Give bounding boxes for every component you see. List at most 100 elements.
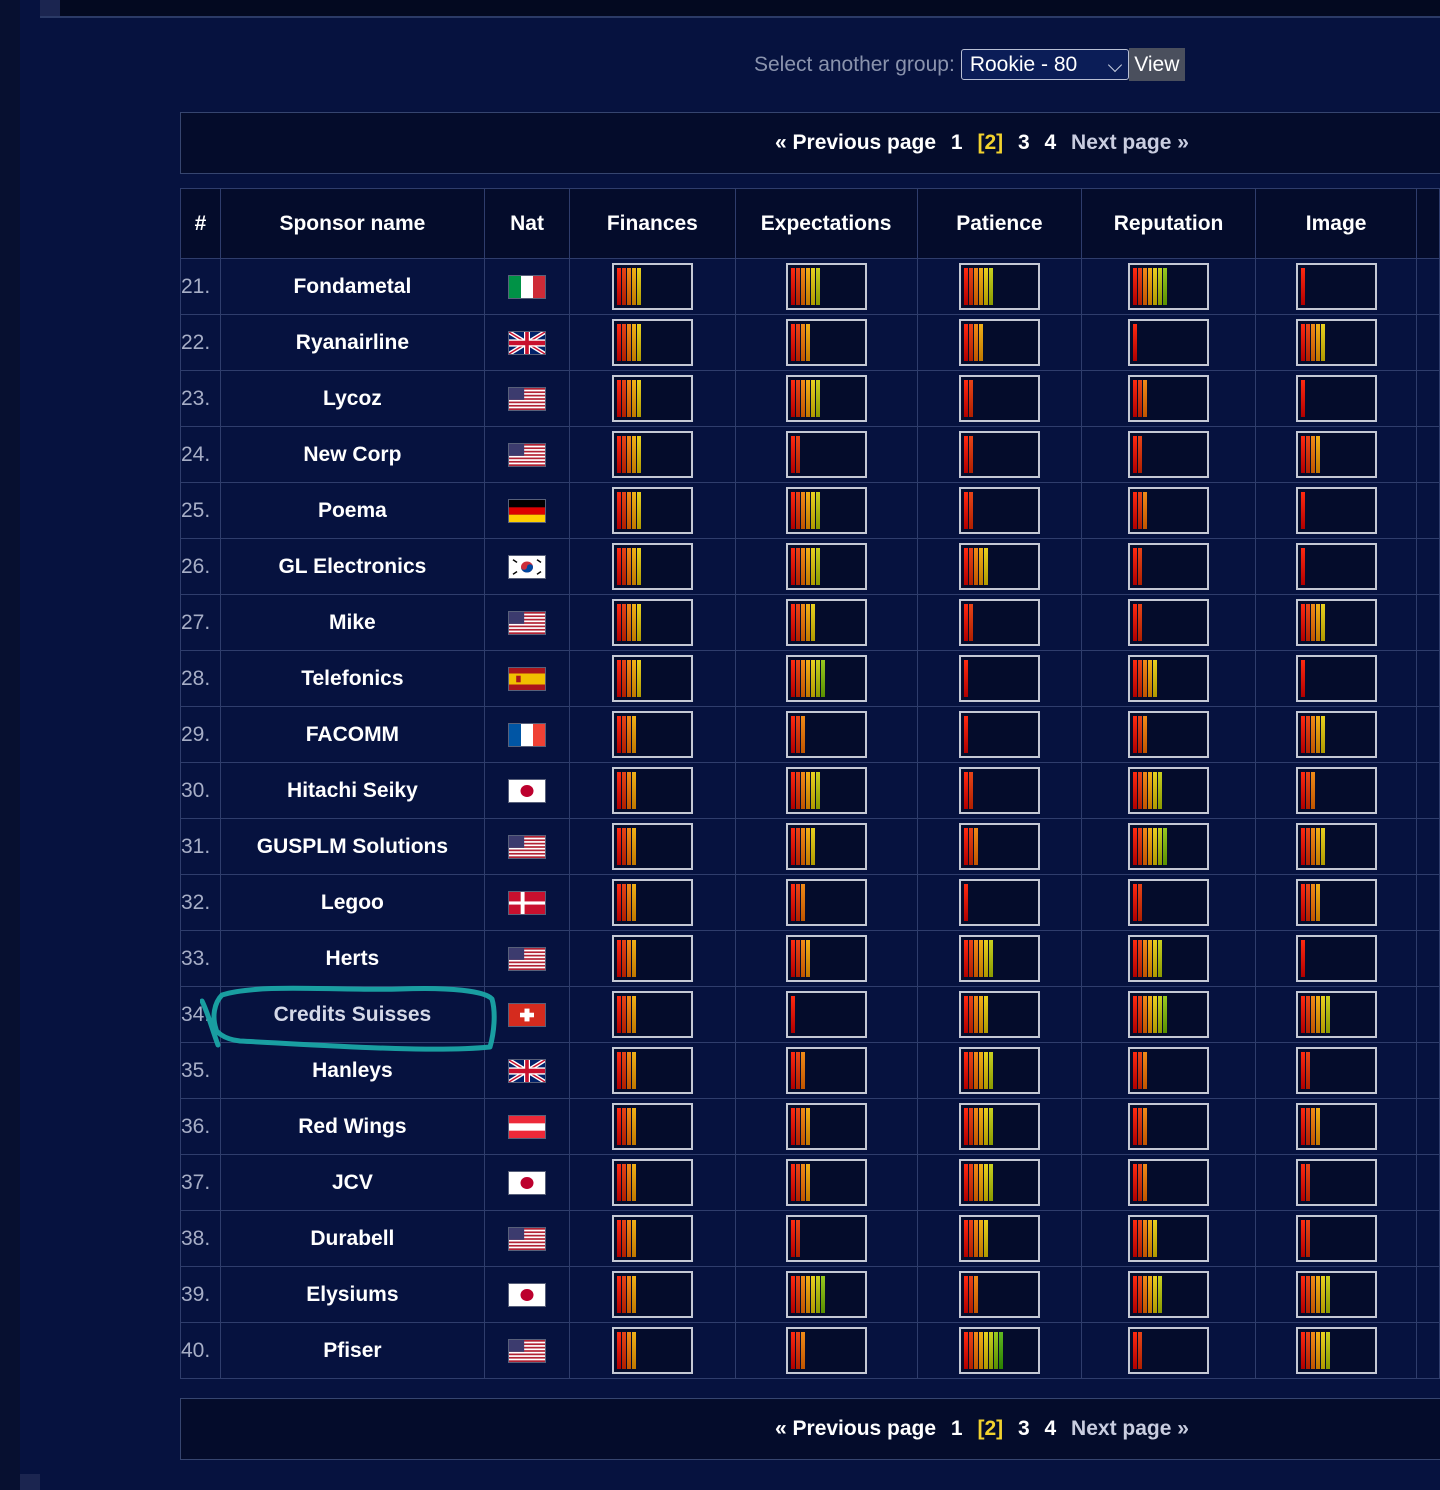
- image-meter: [1295, 823, 1377, 870]
- meter-segment: [1133, 940, 1138, 977]
- meter-segment: [790, 716, 795, 753]
- meter-segment: [800, 1276, 805, 1313]
- next-page-link[interactable]: Next page »: [1071, 1417, 1189, 1440]
- meter-segment: [983, 1108, 988, 1145]
- meter-segment: [978, 1332, 983, 1369]
- meter-segment: [1153, 996, 1158, 1033]
- reputation-cell: [1081, 1154, 1256, 1211]
- meter-segment: [626, 772, 631, 809]
- sponsor-name-link[interactable]: Telefonics: [219, 650, 485, 707]
- overflow-cell: [1416, 1266, 1440, 1323]
- meter-segment: [968, 772, 973, 809]
- sponsor-name-link[interactable]: Red Wings: [219, 1098, 485, 1155]
- current-page-number: 2: [984, 1417, 997, 1440]
- sponsor-name-link[interactable]: JCV: [219, 1154, 485, 1211]
- meter-segment: [1300, 1220, 1305, 1257]
- group-dropdown[interactable]: Rookie - 80: [960, 49, 1129, 80]
- meter-segment: [978, 268, 983, 305]
- meter-segment: [1310, 716, 1315, 753]
- meter-segment: [810, 1276, 815, 1313]
- finances-cell: [569, 986, 736, 1043]
- page-link-4[interactable]: 4: [1044, 1417, 1057, 1440]
- sponsor-name-link[interactable]: Legoo: [219, 874, 485, 931]
- meter-segment: [973, 828, 978, 865]
- meter-segment: [963, 324, 968, 361]
- meter-segment: [973, 548, 978, 585]
- image-cell: [1254, 594, 1418, 651]
- meter-segment: [636, 380, 641, 417]
- sponsor-name-link[interactable]: Elysiums: [219, 1266, 485, 1323]
- meter-segment: [978, 940, 983, 977]
- meter-segment: [795, 660, 800, 697]
- sponsor-name-link[interactable]: Mike: [219, 594, 485, 651]
- meter-segment: [810, 828, 815, 865]
- table-row: 25. Poema: [180, 482, 1440, 539]
- meter-segment: [790, 884, 795, 921]
- page-link-1[interactable]: 1: [950, 131, 963, 154]
- meter-segment: [810, 492, 815, 529]
- usa-flag-icon: [508, 834, 547, 859]
- sponsor-name-link[interactable]: Ryanairline: [219, 314, 485, 371]
- sponsor-name-link[interactable]: Herts: [219, 930, 485, 987]
- uk-flag-icon: [508, 1058, 547, 1083]
- meter-segment: [616, 884, 621, 921]
- meter-segment: [626, 1332, 631, 1369]
- sponsor-name-link[interactable]: Pfiser: [219, 1322, 485, 1379]
- meter-segment: [1305, 716, 1310, 753]
- meter-segment: [795, 436, 800, 473]
- sponsor-name-link[interactable]: GL Electronics: [219, 538, 485, 595]
- sponsor-name-link[interactable]: Poema: [219, 482, 485, 539]
- page-link-3[interactable]: 3: [1017, 131, 1030, 154]
- meter-segment: [621, 380, 626, 417]
- meter-segment: [616, 1108, 621, 1145]
- sponsor-name-link[interactable]: Fondametal: [219, 258, 485, 315]
- reputation-cell: [1081, 818, 1256, 875]
- patience-cell: [916, 1322, 1083, 1379]
- page-link-1[interactable]: 1: [950, 1417, 963, 1440]
- meter-segment: [1315, 436, 1320, 473]
- table-row: 21. Fondametal: [180, 258, 1440, 315]
- reputation-cell: [1081, 426, 1256, 483]
- sponsor-name-link[interactable]: Hitachi Seiky: [219, 762, 485, 819]
- meter-segment: [1153, 828, 1158, 865]
- meter-segment: [1133, 772, 1138, 809]
- usa-flag-icon: [508, 610, 547, 635]
- meter-segment: [1153, 772, 1158, 809]
- finances-meter: [611, 767, 693, 814]
- sponsor-name-link[interactable]: Hanleys: [219, 1042, 485, 1099]
- next-page-link[interactable]: Next page »: [1071, 131, 1189, 154]
- overflow-cell: [1416, 762, 1440, 819]
- meter-segment: [1158, 268, 1163, 305]
- meter-segment: [631, 940, 636, 977]
- reputation-cell: [1081, 1210, 1256, 1267]
- meter-segment: [968, 996, 973, 1033]
- view-button[interactable]: View: [1128, 48, 1185, 81]
- previous-page-link[interactable]: « Previous page: [775, 1417, 937, 1440]
- patience-meter: [958, 935, 1040, 982]
- sponsor-name-link[interactable]: New Corp: [219, 426, 485, 483]
- meter-segment: [1300, 548, 1305, 585]
- page-link-4[interactable]: 4: [1044, 131, 1057, 154]
- reputation-cell: [1081, 930, 1256, 987]
- sponsor-name-link[interactable]: Lycoz: [219, 370, 485, 427]
- expectations-meter: [785, 487, 867, 534]
- sponsor-name-link[interactable]: GUSPLM Solutions: [219, 818, 485, 875]
- sponsor-name-link[interactable]: Durabell: [219, 1210, 485, 1267]
- page-link-3[interactable]: 3: [1017, 1417, 1030, 1440]
- meter-segment: [621, 1164, 626, 1201]
- expectations-cell: [734, 706, 918, 763]
- column-header-finances: Finances: [569, 188, 736, 259]
- meter-segment: [631, 1164, 636, 1201]
- meter-segment: [616, 1052, 621, 1089]
- meter-segment: [815, 772, 820, 809]
- sponsor-name-link[interactable]: Credits Suisses: [219, 986, 485, 1043]
- overflow-cell: [1416, 1098, 1440, 1155]
- previous-page-link[interactable]: « Previous page: [775, 131, 937, 154]
- meter-segment: [795, 268, 800, 305]
- sponsor-name-link[interactable]: FACOMM: [219, 706, 485, 763]
- meter-segment: [1143, 1276, 1148, 1313]
- meter-segment: [626, 884, 631, 921]
- image-meter: [1295, 1271, 1377, 1318]
- switzerland-flag-icon: [508, 1002, 547, 1027]
- meter-segment: [1310, 1108, 1315, 1145]
